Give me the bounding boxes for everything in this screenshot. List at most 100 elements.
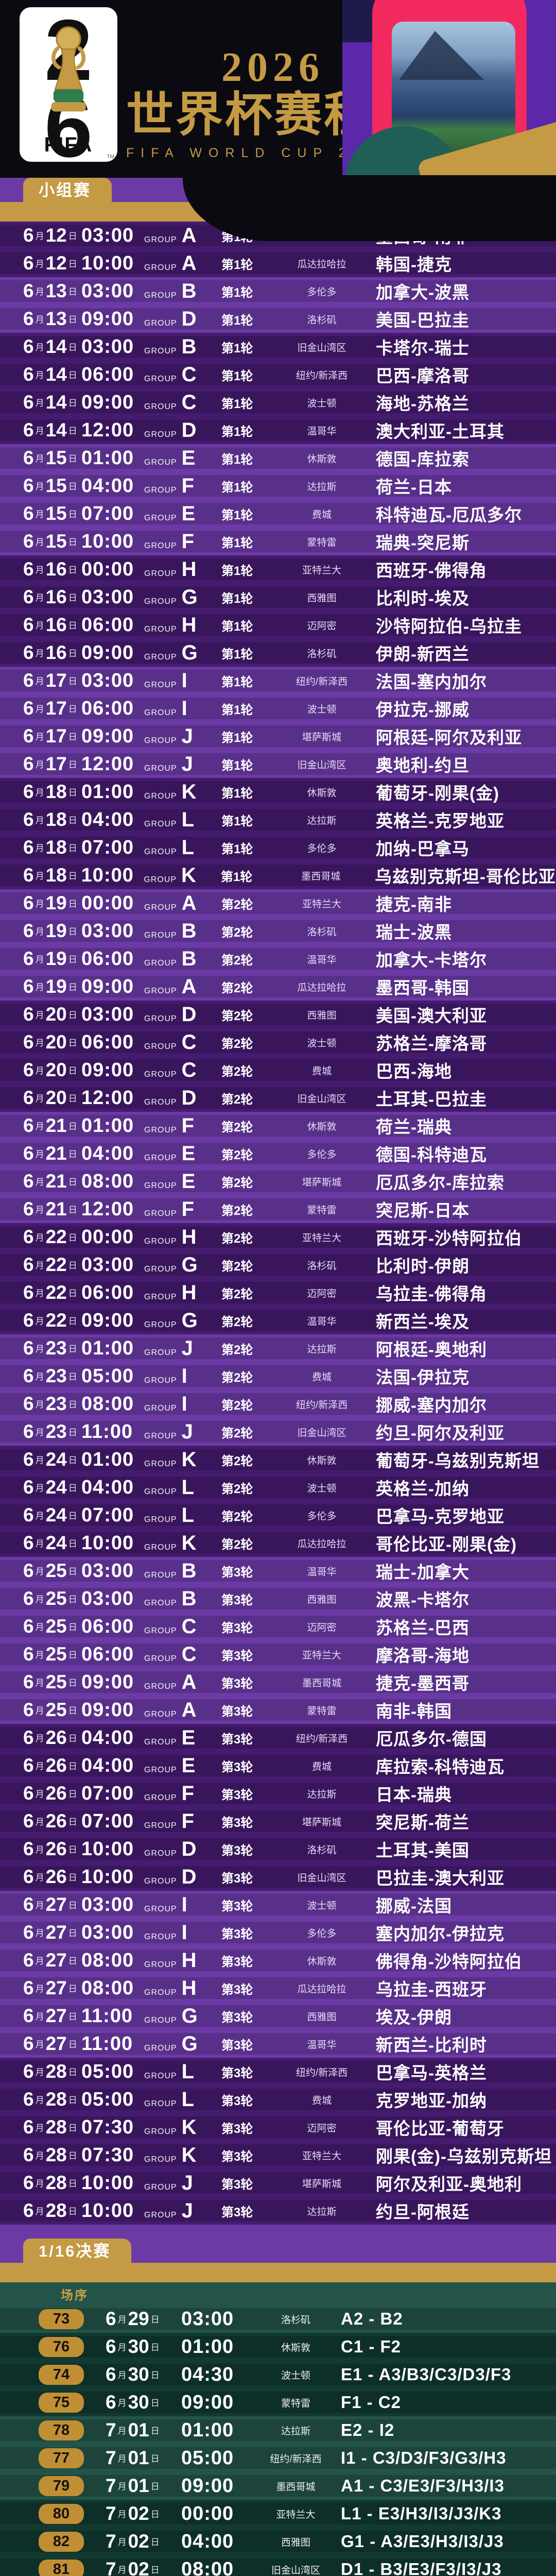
match-group: GROUP F <box>144 1782 195 1805</box>
match-round: 第3轮 <box>221 1732 253 1747</box>
match-date: 6 月18 日 <box>23 865 77 886</box>
match-time: 00:00 <box>181 2502 234 2524</box>
match-group: GROUP E <box>144 1170 196 1193</box>
match-date: 6 月27 日 <box>23 1894 77 1915</box>
match-date: 6 月14 日 <box>23 419 77 440</box>
match-round: 第2轮 <box>221 1454 253 1468</box>
match-date: 6 月14 日 <box>23 392 77 413</box>
world-cup-trophy-icon <box>51 26 86 112</box>
match-venue: 亚特兰大 <box>302 1650 341 1661</box>
match-round: 第2轮 <box>221 1259 253 1274</box>
match-round: 第3轮 <box>221 1955 253 1969</box>
match-group: GROUP I <box>144 1392 187 1415</box>
match-round: 第2轮 <box>221 1426 253 1440</box>
match-round: 第3轮 <box>221 1982 253 1997</box>
match-row: 6 月25 日 09:00 GROUP A 第3轮 蒙特雷 南非-韩国 <box>0 1696 556 1724</box>
match-row: 6 月24 日 01:00 GROUP K 第2轮 休斯敦 葡萄牙-乌兹别克斯坦 <box>0 1446 556 1473</box>
match-teams: 巴拿马-克罗地亚 <box>376 1507 505 1526</box>
match-row: 6 月26 日 10:00 GROUP D 第3轮 洛杉矶 土耳其-美国 <box>0 1835 556 1863</box>
match-round: 第1轮 <box>221 480 253 495</box>
match-round: 第3轮 <box>221 1704 253 1719</box>
match-venue: 波士顿 <box>307 704 337 715</box>
match-teams: 加纳-巴拿马 <box>376 839 470 858</box>
match-row: 6 月20 日 06:00 GROUP C 第2轮 波士顿 苏格兰-摩洛哥 <box>0 1028 556 1056</box>
match-row: 82 7 月02 日 04:00 西雅图 G1 - A3/E3/H3/I3/J3 <box>0 2528 556 2555</box>
match-time: 01:00 <box>81 1337 134 1359</box>
match-row: 6 月21 日 01:00 GROUP F 第2轮 休斯敦 荷兰-瑞典 <box>0 1112 556 1140</box>
match-time: 03:00 <box>81 1253 134 1276</box>
match-row: 74 6 月30 日 04:30 波士顿 E1 - A3/B3/C3/D3/F3 <box>0 2361 556 2388</box>
match-group: GROUP K <box>144 1531 197 1554</box>
match-teams: 比利时-伊朗 <box>376 1257 470 1276</box>
match-date: 6 月28 日 <box>23 2200 77 2221</box>
match-group: GROUP A <box>144 891 197 914</box>
match-teams: 波黑-卡塔尔 <box>376 1590 470 1609</box>
match-group: GROUP H <box>144 1976 197 1999</box>
match-time: 09:00 <box>181 2391 234 2413</box>
match-time: 01:00 <box>181 2419 234 2441</box>
match-row: 81 7 月02 日 08:00 旧金山湾区 D1 - B3/E3/F3/I3/J3 <box>0 2555 556 2576</box>
match-date: 6 月16 日 <box>23 642 77 663</box>
match-venue: 达拉斯 <box>307 1789 337 1800</box>
match-round: 第1轮 <box>221 285 253 300</box>
match-venue: 洛杉矶 <box>281 2314 310 2326</box>
match-group: GROUP D <box>144 418 197 442</box>
match-date: 6 月17 日 <box>23 753 77 774</box>
match-venue: 达拉斯 <box>281 2426 310 2437</box>
match-row: 6 月17 日 06:00 GROUP I 第1轮 波士顿 伊拉克-挪威 <box>0 694 556 722</box>
match-venue: 西雅图 <box>307 2011 337 2023</box>
match-date: 6 月20 日 <box>23 1004 77 1025</box>
match-group: GROUP L <box>144 2088 195 2111</box>
match-row: 6 月19 日 09:00 GROUP A 第2轮 瓜达拉哈拉 墨西哥-韩国 <box>0 973 556 1001</box>
match-group: GROUP F <box>144 1809 195 1833</box>
match-time: 08:00 <box>81 1170 134 1192</box>
match-group: GROUP K <box>144 863 196 887</box>
match-round: 第3轮 <box>221 2066 253 2080</box>
match-teams: 塞内加尔-伊拉克 <box>376 1924 505 1943</box>
match-time: 10:00 <box>81 864 134 886</box>
match-date: 6 月15 日 <box>23 503 77 524</box>
match-group: GROUP A <box>144 1670 197 1693</box>
match-row: 6 月26 日 04:00 GROUP E 第3轮 纽约/新泽西 厄瓜多尔-德国 <box>0 1724 556 1752</box>
match-teams: 苏格兰-摩洛哥 <box>376 1034 487 1053</box>
match-venue: 瓜达拉哈拉 <box>297 259 346 270</box>
match-venue: 温哥华 <box>307 954 337 965</box>
year-2026: 2026 <box>221 45 324 90</box>
match-group: GROUP A <box>144 975 197 998</box>
match-teams: 德国-科特迪瓦 <box>376 1145 487 1164</box>
match-round: 第2轮 <box>221 1204 253 1218</box>
match-time: 08:00 <box>81 1393 134 1415</box>
match-group: GROUP H <box>144 1948 197 1972</box>
match-teams: 日本-瑞典 <box>376 1785 452 1804</box>
match-teams: 西班牙-沙特阿拉伯 <box>376 1229 522 1248</box>
match-round: 第1轮 <box>221 313 253 328</box>
match-group: GROUP J <box>144 752 193 775</box>
match-group: GROUP J <box>144 724 193 748</box>
match-number-badge: 82 <box>39 2531 84 2552</box>
match-venue: 波士顿 <box>281 2370 310 2381</box>
match-round: 第3轮 <box>221 1816 253 1830</box>
match-time: 03:00 <box>81 586 134 608</box>
match-teams: 科特迪瓦-厄瓜多尔 <box>376 505 522 524</box>
match-round: 第2轮 <box>221 1315 253 1329</box>
match-round: 第3轮 <box>221 1565 253 1580</box>
match-round: 第3轮 <box>221 1788 253 1802</box>
match-venue: 休斯敦 <box>307 453 337 465</box>
match-round: 第1轮 <box>221 369 253 383</box>
match-group: GROUP H <box>144 613 197 636</box>
match-number-badge: 76 <box>39 2336 84 2357</box>
match-time: 04:00 <box>81 1726 134 1749</box>
match-group: GROUP C <box>144 1030 197 1054</box>
poster-header: 2 6 FIFA TM 2026 世界杯赛程 FIFA WORLD CUP 26 <box>0 0 556 178</box>
match-group: GROUP L <box>144 808 195 831</box>
match-round: 第1轮 <box>221 425 253 439</box>
fifa-wordmark: FIFA <box>44 133 93 156</box>
match-time: 10:00 <box>81 2199 134 2222</box>
match-date: 6 月27 日 <box>23 1977 77 1998</box>
match-venue: 蒙特雷 <box>281 2398 310 2409</box>
match-group: GROUP L <box>144 1476 195 1499</box>
match-date: 6 月26 日 <box>23 1727 77 1748</box>
match-time: 03:00 <box>81 335 134 358</box>
match-group: GROUP D <box>144 1003 197 1026</box>
match-pairing: L1 - E3/H3/I3/J3/K3 <box>341 2504 502 2523</box>
